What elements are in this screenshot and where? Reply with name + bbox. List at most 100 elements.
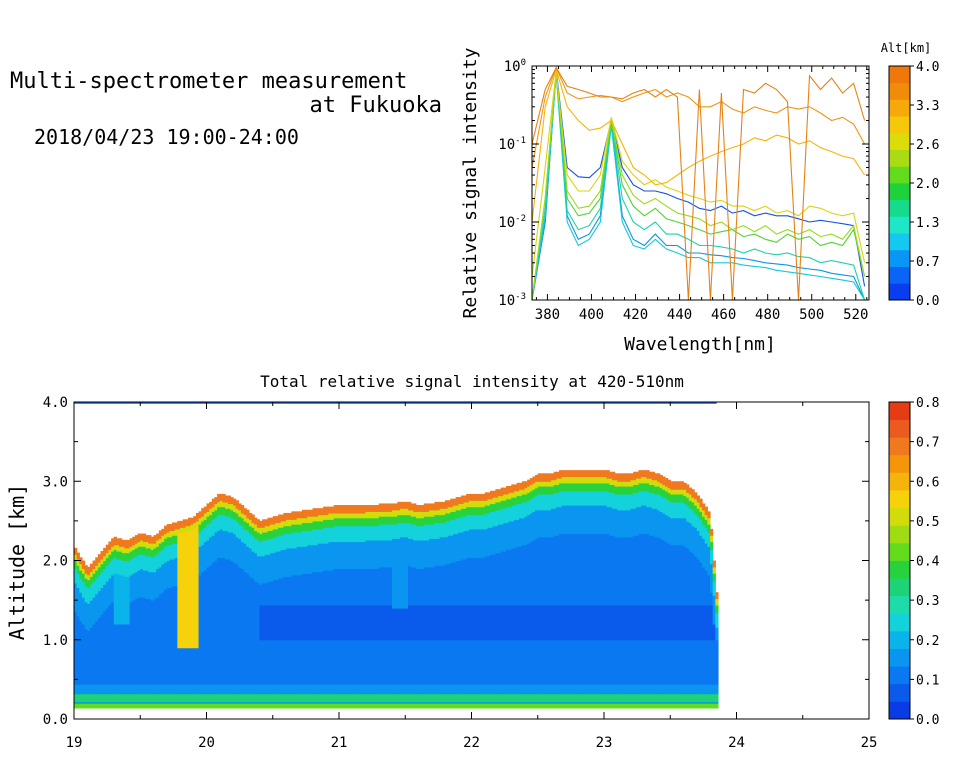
heatmap-cell <box>680 481 685 490</box>
heatmap-cell <box>532 489 536 498</box>
heatmap-cell <box>148 598 152 685</box>
heatmap-cell <box>129 546 133 552</box>
heatmap-cell <box>365 639 369 685</box>
heatmap-cell <box>320 684 324 695</box>
heatmap-cell <box>190 528 194 649</box>
heatmap-cell <box>683 693 687 703</box>
heatmap-cell <box>505 684 510 695</box>
heatmap-cell <box>293 604 298 641</box>
heatmap-cell <box>445 701 449 704</box>
heatmap-cell <box>275 516 279 524</box>
heatmap-cell <box>111 574 115 603</box>
heatmap-cell <box>495 684 499 695</box>
heatmap-cell <box>156 693 160 703</box>
heatmap-cell <box>590 476 594 484</box>
heatmap-cell <box>299 639 303 685</box>
heatmap-cell <box>169 558 173 589</box>
heatmap-cell <box>103 701 107 704</box>
heatmap-cell <box>683 703 687 709</box>
heatmap-cell <box>675 703 679 709</box>
heatmap-cell <box>148 571 152 600</box>
heatmap-cell <box>426 701 430 704</box>
heatmap-cell <box>87 579 91 589</box>
heatmap-cell <box>712 595 716 625</box>
heatmap-cell <box>558 490 563 508</box>
heatmap-cell <box>434 565 438 606</box>
heatmap-cell <box>513 490 518 498</box>
heatmap-cell <box>516 684 520 695</box>
heatmap-cell <box>548 493 552 511</box>
heatmap-cell <box>119 623 123 685</box>
heatmap-cell <box>124 560 128 577</box>
heatmap-cell <box>140 701 144 704</box>
heatmap-cell <box>105 581 110 609</box>
heatmap-cell <box>498 701 502 704</box>
heatmap-cell <box>100 587 104 615</box>
heatmap-cell <box>121 546 125 554</box>
heatmap-cell <box>180 701 184 704</box>
heatmap-cell <box>548 509 552 538</box>
heatmap-cell <box>187 647 192 685</box>
heatmap-cell <box>633 508 637 536</box>
heatmap-cell <box>315 520 319 530</box>
heatmap-cell <box>323 570 327 606</box>
heatmap-cell <box>577 533 581 606</box>
spectrum-colorbar-tick-label-0: 0.0 <box>916 294 939 309</box>
heatmap-cell <box>111 538 115 547</box>
heatmap-cell <box>445 500 449 509</box>
heatmap-cell <box>272 701 276 704</box>
heatmap-cell <box>407 604 412 641</box>
heatmap-cell <box>206 524 210 541</box>
heatmap-cell <box>434 509 438 516</box>
heatmap-cell <box>492 490 496 498</box>
heatmap-cell <box>312 528 316 546</box>
heatmap-cell <box>638 701 642 704</box>
heatmap-cell <box>670 684 674 695</box>
heatmap-cell <box>487 684 491 695</box>
heatmap-cell <box>699 519 703 536</box>
heatmap-cell <box>699 498 703 508</box>
heatmap-cell <box>283 703 287 709</box>
heatmap-cell <box>328 693 332 703</box>
heatmap-cell <box>368 511 372 519</box>
heatmap-cell <box>108 701 112 704</box>
heatmap-cell <box>617 486 621 495</box>
heatmap-cell <box>262 684 266 695</box>
heatmap-cell <box>659 511 663 539</box>
heatmap-cell <box>633 693 637 703</box>
heatmap-cell <box>527 701 531 704</box>
heatmap-cell <box>606 604 610 641</box>
heatmap-cell <box>643 684 647 695</box>
heatmap-cell <box>108 562 112 579</box>
heatmap-cell <box>437 639 441 685</box>
heatmap-cell <box>540 536 544 606</box>
heatmap-cell <box>503 522 507 552</box>
heatmap-cell <box>535 481 539 489</box>
heatmap-cell <box>203 527 208 543</box>
heatmap-cell <box>299 524 303 533</box>
heatmap-cell <box>651 639 655 685</box>
heatmap-cell <box>206 503 210 512</box>
heatmap-cell <box>76 573 80 589</box>
heatmap-cell <box>524 703 528 709</box>
heatmap-cell <box>460 531 465 560</box>
heatmap-cell <box>267 701 271 704</box>
heatmap-cell <box>622 604 626 641</box>
heatmap-cell <box>638 693 642 703</box>
heatmap-cell <box>657 639 661 685</box>
heatmap-y-tick-label-1: 1.0 <box>43 633 68 649</box>
heatmap-cell <box>381 684 385 695</box>
heatmap-cell <box>259 604 263 641</box>
heatmap-cell <box>688 701 693 704</box>
heatmap-cell <box>659 487 663 497</box>
heatmap-cell <box>696 703 700 709</box>
heatmap-cell <box>498 703 502 709</box>
heatmap-cell <box>468 693 473 703</box>
heatmap-cell <box>132 544 136 551</box>
heatmap-cell <box>370 525 375 541</box>
heatmap-cell <box>222 501 226 508</box>
heatmap-cell <box>145 570 149 600</box>
heatmap-cell <box>455 639 459 685</box>
heatmap-cell <box>291 524 295 533</box>
heatmap-cell <box>418 525 422 541</box>
